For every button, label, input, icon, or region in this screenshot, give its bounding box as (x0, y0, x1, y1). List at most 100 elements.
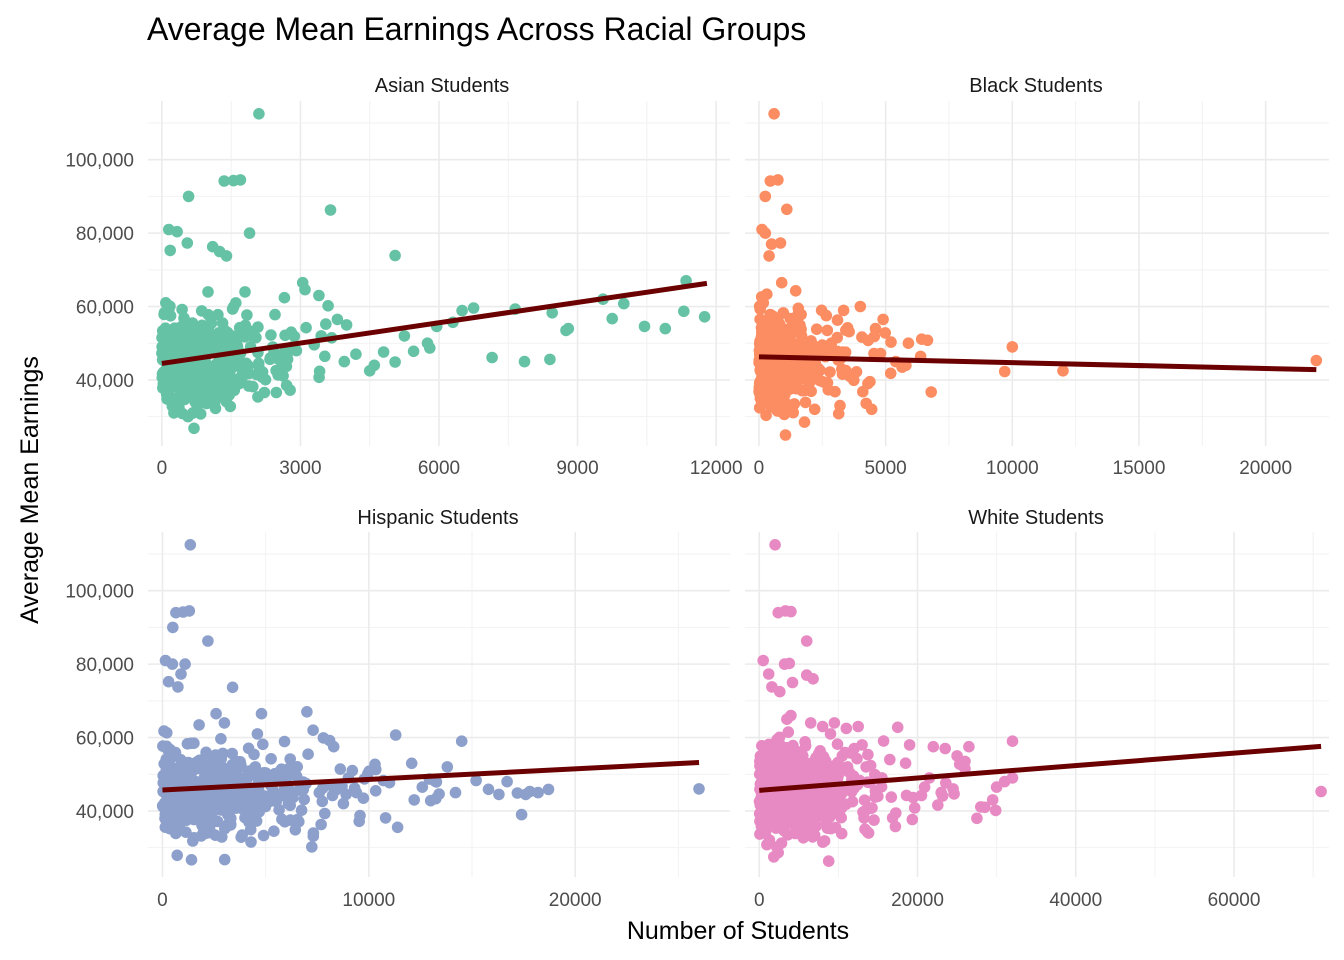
facet-panel: Hispanic Students 0 10000 20000 40,000 60,000… (65, 507, 730, 911)
data-point (324, 204, 337, 216)
y-tick-label: 40,000 (76, 371, 134, 392)
data-point (783, 657, 796, 670)
data-point (456, 304, 468, 317)
trend-line (162, 759, 700, 793)
data-point (265, 753, 277, 765)
data-point (223, 389, 235, 402)
data-point (757, 654, 769, 667)
data-point (927, 740, 940, 753)
data-point (844, 370, 856, 383)
data-point (268, 825, 280, 837)
data-point (338, 355, 351, 368)
data-point (869, 322, 882, 335)
data-point (416, 781, 429, 793)
data-point (971, 812, 983, 825)
data-point (389, 356, 401, 368)
data-point (269, 308, 281, 321)
data-point (769, 756, 781, 769)
data-point (821, 324, 834, 337)
x-tick-label: 20000 (1239, 458, 1292, 479)
data-point (216, 831, 228, 843)
data-point (391, 821, 404, 834)
data-point (773, 737, 785, 749)
data-point (233, 354, 245, 366)
data-point (350, 786, 363, 799)
data-point (817, 376, 829, 388)
data-point (799, 740, 812, 752)
data-point (441, 761, 454, 773)
data-point (164, 244, 176, 257)
data-point (501, 775, 513, 788)
data-point (638, 320, 651, 333)
data-point (235, 759, 247, 771)
data-point (234, 793, 247, 805)
y-tick-label: 100,000 (65, 582, 134, 603)
data-point (242, 742, 255, 755)
x-tick-label: 15000 (1113, 458, 1166, 479)
data-point (860, 761, 872, 773)
data-point (768, 803, 781, 815)
data-point (874, 347, 887, 360)
data-point (164, 749, 177, 761)
data-point (278, 735, 291, 748)
data-point (249, 761, 262, 773)
data-point (317, 732, 330, 744)
x-tick-label: 20000 (891, 890, 944, 911)
data-point (226, 747, 238, 760)
data-point (369, 758, 381, 771)
data-point (334, 763, 347, 775)
data-point (208, 380, 221, 392)
data-point (424, 794, 437, 807)
data-point (774, 340, 787, 352)
data-point (877, 735, 890, 747)
data-point (202, 286, 214, 298)
data-point (759, 227, 772, 239)
data-point (774, 685, 786, 698)
data-point (307, 830, 320, 842)
data-point (932, 799, 944, 811)
data-point (268, 792, 280, 804)
data-point (693, 783, 705, 795)
y-tick-label: 80,000 (76, 224, 134, 245)
data-point (884, 367, 897, 380)
data-point (168, 380, 180, 392)
x-tick-label: 5000 (864, 458, 906, 479)
data-point (823, 804, 835, 817)
data-point (816, 339, 829, 351)
data-point (211, 755, 224, 768)
data-point (542, 783, 555, 796)
data-point (786, 676, 799, 689)
data-point (160, 369, 173, 381)
data-point (171, 849, 183, 862)
data-point (185, 737, 197, 750)
data-point (291, 761, 304, 773)
data-point (173, 821, 185, 834)
data-point (829, 385, 841, 398)
data-point (185, 854, 198, 866)
x-tick-label: 40000 (1049, 890, 1102, 911)
data-point (300, 321, 312, 334)
data-point (233, 801, 245, 814)
data-point (200, 397, 213, 410)
data-point (562, 322, 575, 335)
data-point (777, 307, 790, 319)
data-point (794, 320, 806, 333)
data-point (218, 175, 230, 187)
data-point (230, 332, 242, 344)
data-point (841, 322, 854, 334)
data-point (789, 762, 802, 775)
data-point (265, 329, 277, 341)
data-point (220, 250, 233, 262)
data-point (915, 789, 928, 802)
x-tick-label: 0 (157, 890, 168, 911)
y-axis-title: Average Mean Earnings (16, 356, 44, 624)
data-point (182, 190, 195, 203)
data-point (998, 365, 1011, 378)
data-point (889, 820, 902, 833)
data-point (779, 429, 792, 441)
data-point (777, 748, 790, 760)
x-tick-label: 20000 (549, 890, 602, 911)
data-point (226, 681, 239, 694)
data-point (162, 390, 174, 403)
